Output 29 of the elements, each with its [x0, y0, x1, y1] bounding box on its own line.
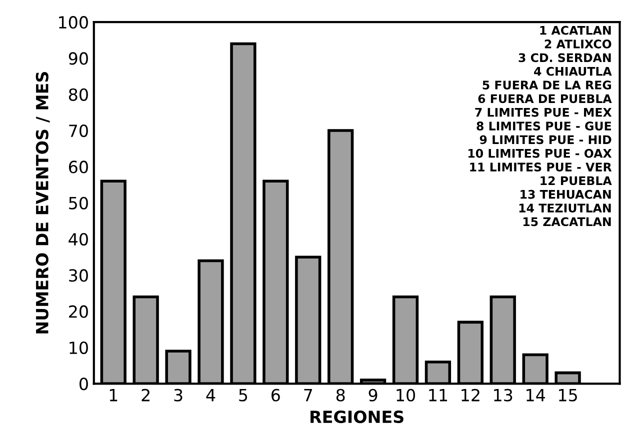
x-tick-label: 3	[174, 388, 182, 402]
x-tick-label: 12	[462, 388, 480, 402]
y-tick-label: 100	[59, 16, 88, 29]
x-tick-label: 8	[336, 388, 345, 402]
y-axis-title: NUMERO DE EVENTOS / MES	[36, 72, 50, 334]
y-tick-label: 40	[68, 232, 88, 246]
y-tick-label: 20	[69, 305, 88, 318]
y-tick-label: 60	[68, 160, 88, 174]
x-axis-title: REGIONES	[310, 410, 404, 424]
x-tick-label: 7	[304, 389, 312, 402]
y-tick-label: 50	[69, 196, 88, 210]
x-tick-label: 5	[239, 389, 248, 402]
x-tick-label: 13	[494, 388, 512, 402]
x-tick-label: 4	[206, 389, 216, 402]
x-tick-label: 9	[368, 388, 378, 402]
x-tick-label: 15	[559, 389, 577, 402]
x-tick-label: 2	[142, 388, 150, 402]
y-tick-label: 10	[70, 341, 88, 354]
x-tick-label: 10	[396, 388, 416, 402]
y-tick-label: 80	[68, 88, 88, 101]
text: 1 ACATLAN 2 ATLIXCO 3 CD. SERDAN 4 CHIAUTLA 5 FUERA DE LA REG 6 FUERA DE PUEBLA 7 LIMITES PUE - MEX 8 LIMITES PUE - GUE 9 LIMITES PUE - HID 10 LIMITES PUE - OAX 11 LIMITES PUE - VER 12 PUEBLA 13 TEHUACAN 14 TEZIUTLAN 15 ZACATLAN	[468, 26, 612, 226]
x-tick-label: 11	[429, 389, 448, 402]
y-tick-label: 90	[68, 52, 88, 65]
x-tick-label: 14	[526, 389, 546, 402]
y-tick-label: 70	[69, 124, 88, 138]
x-tick-label: 1	[110, 389, 118, 402]
y-tick-label: 0	[80, 378, 88, 390]
x-tick-label: 6	[272, 388, 280, 402]
y-tick-label: 30	[69, 269, 88, 282]
